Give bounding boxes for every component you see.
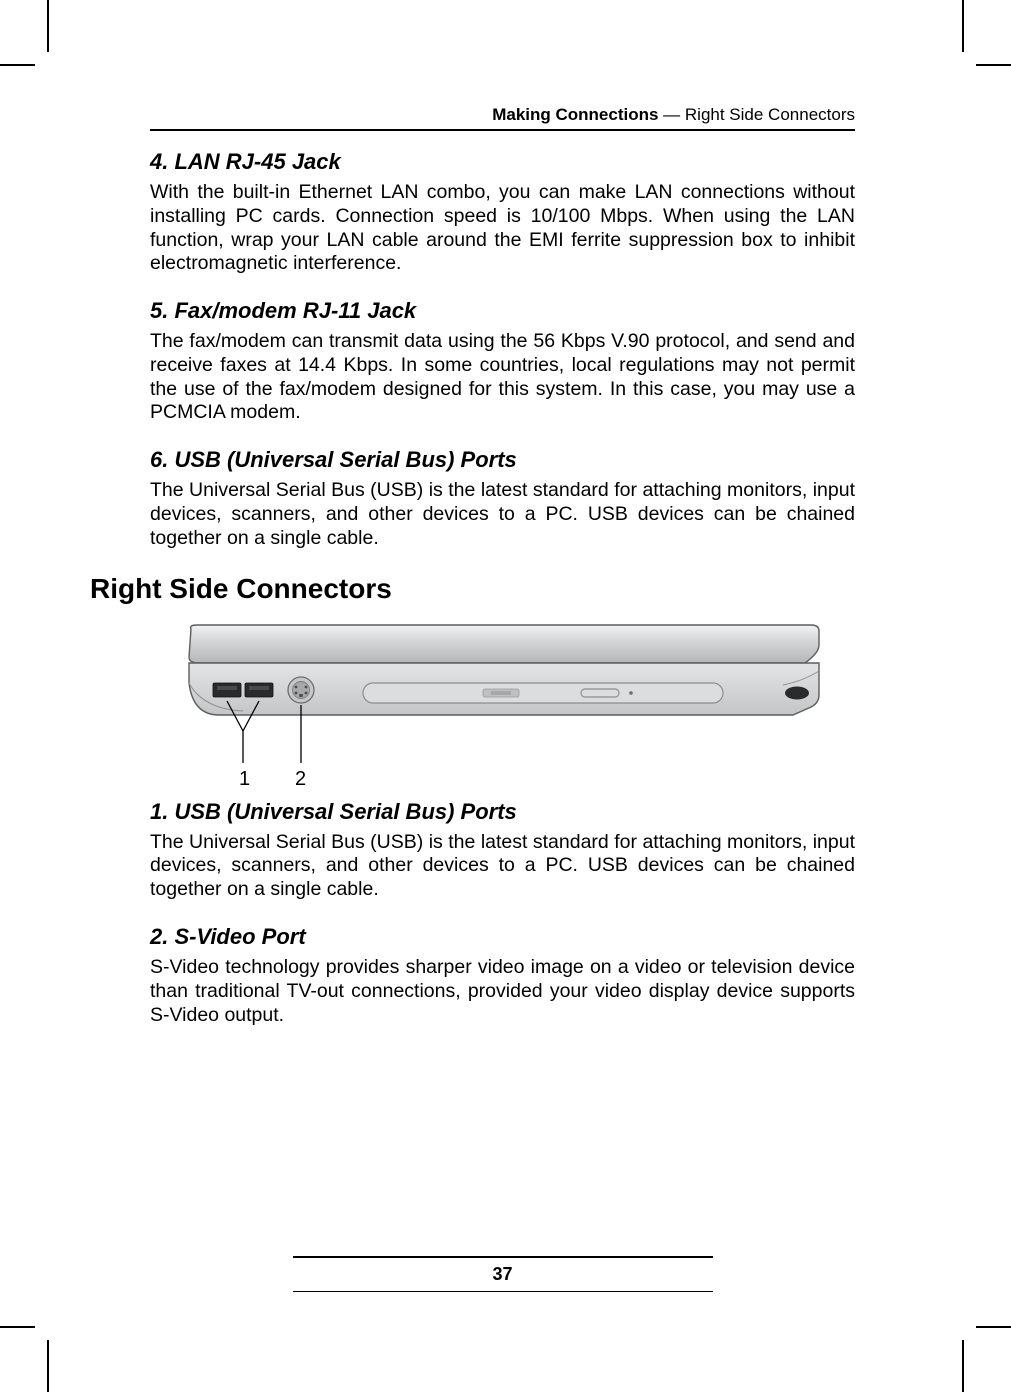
page-number: 37	[150, 1264, 855, 1285]
page-footer: 37	[150, 1256, 855, 1292]
heading-right-side: Right Side Connectors	[90, 573, 855, 605]
heading-usb-bottom: 1. USB (Universal Serial Bus) Ports	[150, 799, 855, 825]
svg-text:2: 2	[295, 768, 306, 790]
laptop-side-icon: 1 2	[183, 623, 823, 793]
heading-fax: 5. Fax/modem RJ-11 Jack	[150, 298, 855, 324]
heading-svideo: 2. S-Video Port	[150, 924, 855, 950]
running-head-bold: Making Connections	[492, 105, 658, 124]
running-head-rest: — Right Side Connectors	[658, 105, 855, 124]
body-lan: With the built-in Ethernet LAN combo, yo…	[150, 181, 855, 276]
page-content: Making Connections — Right Side Connecto…	[150, 105, 855, 1049]
laptop-figure: 1 2	[183, 623, 823, 793]
svg-text:1: 1	[239, 768, 250, 790]
body-usb-top: The Universal Serial Bus (USB) is the la…	[150, 479, 855, 550]
body-fax: The fax/modem can transmit data using th…	[150, 330, 855, 425]
running-head: Making Connections — Right Side Connecto…	[150, 105, 855, 131]
footer-rule-top	[293, 1256, 713, 1258]
footer-rule-bottom	[293, 1291, 713, 1292]
body-svideo: S-Video technology provides sharper vide…	[150, 956, 855, 1027]
heading-lan: 4. LAN RJ-45 Jack	[150, 149, 855, 175]
heading-usb-top: 6. USB (Universal Serial Bus) Ports	[150, 447, 855, 473]
body-usb-bottom: The Universal Serial Bus (USB) is the la…	[150, 831, 855, 902]
